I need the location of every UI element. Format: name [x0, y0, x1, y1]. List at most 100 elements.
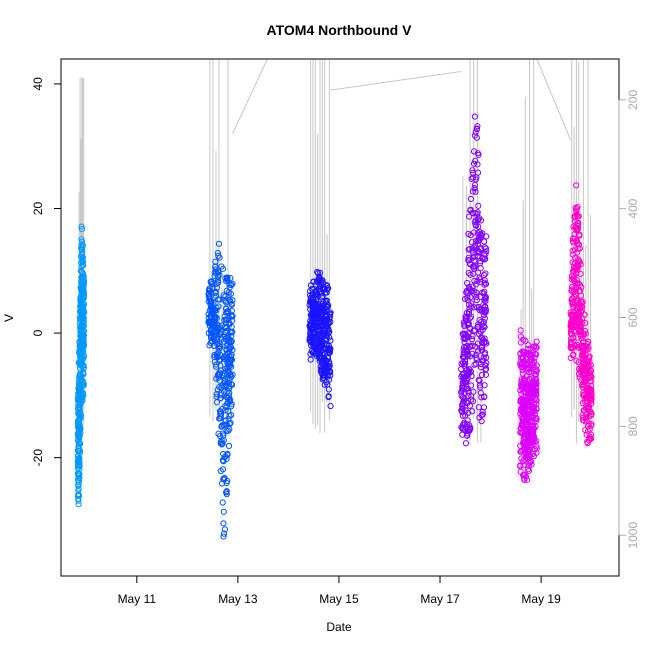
data-point	[460, 353, 467, 360]
data-point	[223, 479, 230, 487]
data-point	[470, 288, 477, 295]
data-point	[208, 338, 215, 345]
data-point	[220, 530, 228, 537]
data-point	[588, 386, 595, 393]
data-point	[464, 353, 471, 360]
data-point	[476, 377, 483, 384]
data-point	[459, 405, 466, 412]
data-point	[314, 268, 321, 276]
data-point	[219, 499, 226, 506]
data-point	[214, 268, 221, 275]
data-point	[482, 270, 489, 277]
data-point	[471, 181, 478, 189]
data-point	[573, 205, 580, 213]
data-point	[75, 382, 83, 389]
data-point	[575, 316, 582, 323]
data-point	[225, 338, 233, 345]
y-axis-label: V	[2, 314, 16, 322]
data-point	[223, 287, 230, 294]
data-point	[571, 260, 578, 267]
data-point	[465, 230, 472, 238]
data-point	[311, 329, 318, 336]
data-point	[220, 355, 227, 362]
data-point	[477, 217, 485, 224]
data-point	[531, 439, 538, 446]
data-point	[313, 350, 320, 358]
data-point	[225, 442, 233, 450]
data-point	[474, 211, 481, 218]
data-point	[463, 287, 471, 294]
data-point	[80, 370, 87, 377]
data-point	[468, 239, 475, 246]
chart-title: ATOM4 Northbound V	[267, 22, 413, 38]
data-point	[461, 397, 468, 404]
data-point	[470, 388, 477, 395]
data-point	[309, 335, 316, 343]
data-point	[533, 397, 540, 404]
data-point	[472, 188, 479, 195]
data-point	[475, 376, 482, 384]
data-point	[568, 283, 576, 291]
data-point	[307, 339, 315, 346]
data-point	[469, 350, 476, 357]
data-point	[471, 253, 478, 260]
data-point	[577, 327, 584, 334]
data-point	[518, 378, 525, 386]
data-point	[527, 345, 534, 352]
data-point	[309, 290, 316, 297]
data-point	[221, 526, 228, 533]
data-point	[213, 361, 220, 368]
data-point	[77, 394, 84, 401]
data-point	[584, 438, 591, 445]
data-point	[75, 479, 82, 486]
data-point	[529, 387, 536, 394]
data-point	[574, 322, 581, 329]
data-point	[567, 354, 574, 362]
data-point	[215, 296, 222, 303]
data-point	[468, 288, 475, 295]
data-point	[227, 274, 234, 282]
data-point	[482, 362, 489, 369]
data-point	[209, 284, 216, 292]
data-point	[481, 281, 488, 288]
data-point	[518, 448, 525, 455]
data-point	[327, 402, 334, 410]
data-point	[229, 346, 236, 354]
data-point	[78, 225, 86, 233]
data-point	[530, 435, 537, 443]
data-point	[225, 407, 232, 415]
data-point	[481, 279, 488, 286]
data-point	[483, 365, 490, 373]
data-point	[79, 301, 86, 309]
data-point	[326, 349, 333, 356]
data-point	[219, 430, 227, 437]
data-point	[572, 266, 579, 273]
y-tick-label: 40	[31, 77, 45, 91]
data-point	[224, 450, 231, 457]
data-point	[473, 356, 481, 363]
data-point	[473, 304, 481, 311]
data-point	[217, 324, 224, 331]
data-point	[580, 389, 587, 396]
data-point	[481, 238, 488, 245]
data-point	[76, 314, 83, 321]
y2-tick-label: 400	[626, 198, 640, 218]
data-point	[584, 422, 591, 429]
data-point	[228, 300, 235, 307]
data-point	[307, 282, 315, 289]
data-point	[477, 265, 484, 272]
data-point	[522, 451, 530, 458]
data-point	[464, 375, 471, 382]
data-point	[220, 520, 227, 527]
data-point	[78, 223, 85, 230]
data-point	[321, 381, 328, 388]
data-point	[588, 431, 595, 438]
data-point	[76, 308, 84, 315]
data-point	[225, 393, 233, 400]
data-point	[584, 362, 592, 370]
data-point	[520, 475, 528, 482]
data-point	[74, 462, 82, 469]
data-point	[464, 370, 471, 378]
data-point	[478, 394, 485, 401]
data-point	[576, 328, 583, 336]
